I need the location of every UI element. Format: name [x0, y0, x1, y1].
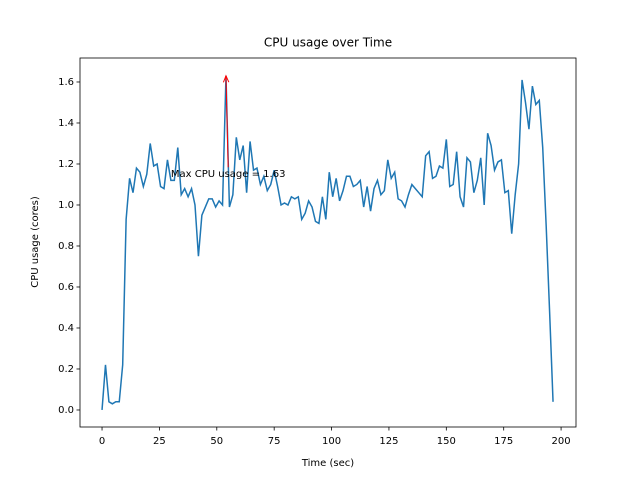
x-tick-label: 125	[379, 436, 398, 447]
y-tick-label: 0.8	[58, 241, 74, 252]
x-tick-label: 0	[99, 436, 105, 447]
y-tick-label: 1.4	[58, 118, 74, 129]
y-axis-label: CPU usage (cores)	[30, 196, 41, 288]
y-tick-label: 0.2	[58, 364, 74, 375]
y-tick-label: 0.4	[58, 323, 74, 334]
annotation-text: Max CPU usage = 1.63	[171, 169, 286, 180]
x-tick-label: 200	[552, 436, 571, 447]
x-tick-label: 150	[437, 436, 456, 447]
x-tick-label: 75	[268, 436, 281, 447]
annotation-arrow	[225, 75, 229, 168]
axes-frame	[79, 57, 577, 428]
y-tick-label: 1.2	[58, 159, 74, 170]
y-tick-label: 0.6	[58, 282, 74, 293]
x-tick-label: 175	[494, 436, 513, 447]
chart-title: CPU usage over Time	[264, 36, 392, 50]
annotation-arrowhead	[222, 74, 230, 83]
x-tick-label: 50	[210, 436, 223, 447]
data-line	[101, 75, 554, 411]
x-axis-label: Time (sec)	[301, 458, 354, 469]
y-tick-label: 1.0	[58, 200, 74, 211]
x-tick-label: 25	[153, 436, 166, 447]
y-tick-label: 0.0	[58, 405, 74, 416]
y-tick-label: 1.6	[58, 77, 74, 88]
x-tick-label: 100	[322, 436, 341, 447]
